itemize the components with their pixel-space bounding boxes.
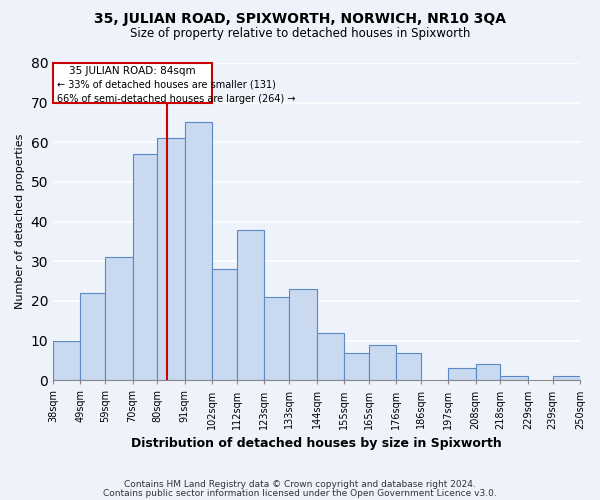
Bar	[500, 376, 528, 380]
X-axis label: Distribution of detached houses by size in Spixworth: Distribution of detached houses by size …	[131, 437, 502, 450]
Text: ← 33% of detached houses are smaller (131): ← 33% of detached houses are smaller (13…	[57, 80, 275, 90]
Bar	[133, 154, 157, 380]
Bar	[448, 368, 476, 380]
Bar	[369, 344, 396, 380]
Bar	[80, 293, 105, 380]
Text: 35, JULIAN ROAD, SPIXWORTH, NORWICH, NR10 3QA: 35, JULIAN ROAD, SPIXWORTH, NORWICH, NR1…	[94, 12, 506, 26]
Bar	[185, 122, 212, 380]
Bar	[317, 332, 344, 380]
Text: Size of property relative to detached houses in Spixworth: Size of property relative to detached ho…	[130, 28, 470, 40]
Text: 66% of semi-detached houses are larger (264) →: 66% of semi-detached houses are larger (…	[57, 94, 295, 104]
Bar	[157, 138, 185, 380]
Text: Contains public sector information licensed under the Open Government Licence v3: Contains public sector information licen…	[103, 489, 497, 498]
Bar	[265, 297, 289, 380]
Text: 35 JULIAN ROAD: 84sqm: 35 JULIAN ROAD: 84sqm	[69, 66, 196, 76]
Bar	[105, 258, 133, 380]
Bar	[212, 269, 237, 380]
Bar	[344, 352, 369, 380]
Bar	[53, 340, 80, 380]
Bar	[237, 230, 265, 380]
Bar	[553, 376, 580, 380]
Y-axis label: Number of detached properties: Number of detached properties	[15, 134, 25, 310]
Bar	[396, 352, 421, 380]
Bar	[476, 364, 500, 380]
Text: Contains HM Land Registry data © Crown copyright and database right 2024.: Contains HM Land Registry data © Crown c…	[124, 480, 476, 489]
Bar	[289, 289, 317, 380]
FancyBboxPatch shape	[53, 63, 212, 102]
